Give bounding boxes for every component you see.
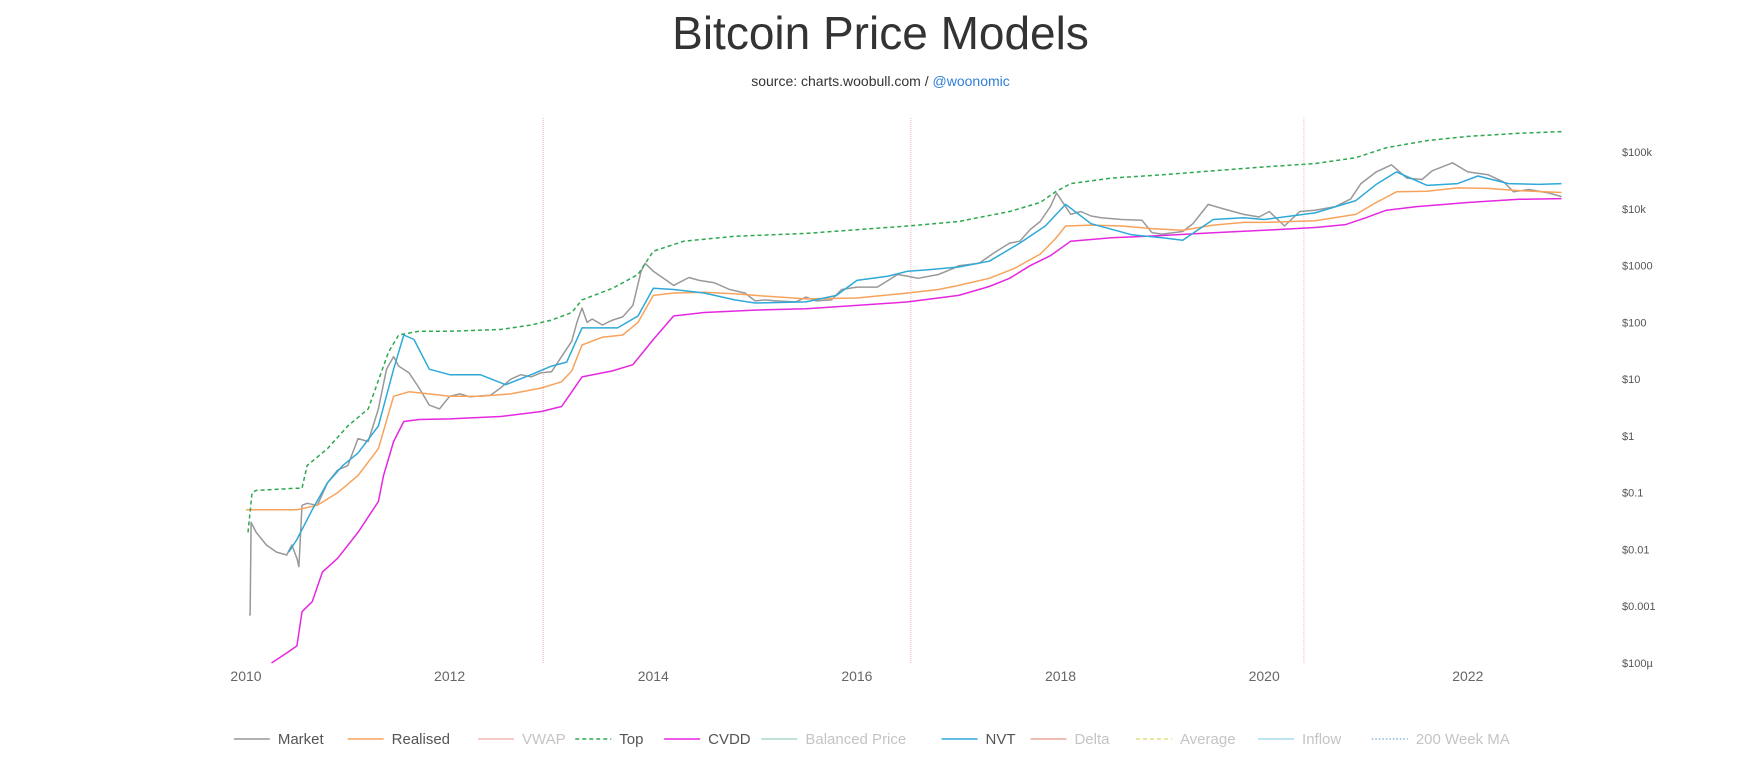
y-tick-label: $100 bbox=[1622, 317, 1646, 329]
legend-label: NVT bbox=[986, 731, 1016, 748]
legend-item-average[interactable]: Average bbox=[1135, 731, 1236, 748]
y-tick-label: $100k bbox=[1622, 147, 1652, 159]
x-tick-label: 2010 bbox=[230, 668, 261, 684]
series-line-market bbox=[249, 162, 1562, 616]
series-line-cvdd bbox=[271, 197, 1562, 664]
y-tick-label: $0.1 bbox=[1622, 488, 1643, 500]
y-tick-label: $100µ bbox=[1622, 658, 1653, 670]
legend-label: Average bbox=[1180, 731, 1236, 748]
chart-subtitle: source: charts.woobull.com / @woonomic bbox=[0, 73, 1761, 89]
series-layer bbox=[246, 130, 1562, 664]
series-line-realised bbox=[246, 187, 1562, 511]
y-tick-label: $0.001 bbox=[1622, 601, 1656, 613]
legend-item-market[interactable]: Market bbox=[233, 731, 325, 748]
legend-item-balanced-price[interactable]: Balanced Price bbox=[761, 731, 906, 748]
y-tick-label: $1 bbox=[1622, 431, 1634, 443]
legend-item-nvt[interactable]: NVT bbox=[941, 731, 1016, 748]
legend-label: Market bbox=[278, 731, 325, 748]
legend-label: VWAP bbox=[522, 731, 566, 748]
x-tick-label: 2016 bbox=[841, 668, 872, 684]
legend-label: 200 Week MA bbox=[1416, 731, 1510, 748]
x-tick-label: 2012 bbox=[434, 668, 465, 684]
vertical-markers bbox=[542, 118, 1305, 663]
legend-label: Balanced Price bbox=[805, 731, 906, 748]
y-tick-label: $10 bbox=[1622, 374, 1640, 386]
subtitle-source: source: charts.woobull.com / bbox=[751, 73, 933, 89]
legend-item-cvdd[interactable]: CVDD bbox=[664, 731, 751, 748]
legend-item-delta[interactable]: Delta bbox=[1030, 731, 1110, 748]
x-axis: 2010 2012 2014 2016 2018 2020 2022 bbox=[230, 668, 1483, 684]
series-line-nvt bbox=[288, 171, 1562, 553]
subtitle-link[interactable]: @woonomic bbox=[932, 73, 1010, 89]
y-axis: $100µ $0.001 $0.01 $0.1 $1 $10 $100 $1000 $10k $1… bbox=[1622, 147, 1656, 670]
x-tick-label: 2022 bbox=[1452, 668, 1483, 684]
legend: Market Realised VWAP Top CVDD Balanced Price N… bbox=[233, 731, 1510, 748]
legend-item-realised[interactable]: Realised bbox=[347, 731, 450, 748]
legend-item-inflow[interactable]: Inflow bbox=[1258, 731, 1341, 748]
legend-label: Delta bbox=[1074, 731, 1110, 748]
y-tick-label: $1000 bbox=[1622, 261, 1653, 273]
legend-item-vwap[interactable]: VWAP bbox=[478, 731, 566, 748]
x-tick-label: 2018 bbox=[1045, 668, 1076, 684]
legend-label: Top bbox=[619, 731, 643, 748]
y-tick-label: $10k bbox=[1622, 204, 1646, 216]
legend-label: CVDD bbox=[708, 731, 751, 748]
x-tick-label: 2020 bbox=[1249, 668, 1280, 684]
series-line-top bbox=[247, 130, 1562, 533]
x-tick-label: 2014 bbox=[638, 668, 669, 684]
legend-label: Inflow bbox=[1302, 731, 1341, 748]
legend-item-top[interactable]: Top bbox=[575, 731, 643, 748]
legend-label: Realised bbox=[392, 731, 450, 748]
legend-item-200-week-ma[interactable]: 200 Week MA bbox=[1371, 731, 1510, 748]
chart-title: Bitcoin Price Models bbox=[672, 7, 1089, 59]
y-tick-label: $0.01 bbox=[1622, 544, 1650, 556]
